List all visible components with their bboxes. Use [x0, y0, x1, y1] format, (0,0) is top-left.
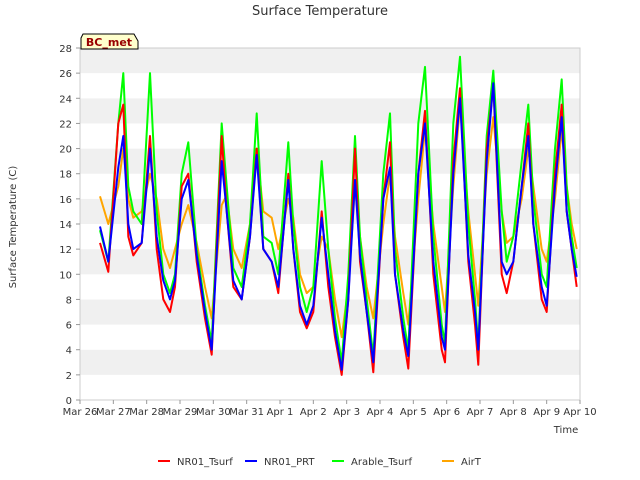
grid-band: [80, 374, 580, 400]
legend-label: Arable_Tsurf: [351, 457, 412, 468]
y-tick-label: 6: [66, 321, 72, 332]
grid-band: [80, 324, 580, 350]
x-tick-label: Mar 26: [63, 407, 98, 418]
x-tick-label: Apr 1: [267, 407, 294, 418]
series-lines: [99, 55, 578, 376]
legend-label: NR01_PRT: [264, 457, 315, 468]
y-tick-label: 24: [59, 94, 72, 105]
x-tick-label: Mar 30: [196, 407, 231, 418]
x-tick-label: Apr 10: [563, 407, 596, 418]
x-tick-label: Apr 8: [500, 407, 527, 418]
site-label: BC_met: [86, 36, 132, 49]
y-tick-label: 26: [59, 69, 72, 80]
y-tick-label: 28: [59, 44, 72, 55]
grid-band: [80, 349, 580, 375]
x-tick-label: Apr 3: [333, 407, 360, 418]
x-tick-label: Apr 2: [300, 407, 327, 418]
y-tick-label: 2: [66, 371, 72, 382]
x-tick-label: Apr 9: [533, 407, 560, 418]
x-tick-label: Mar 28: [129, 407, 164, 418]
grid-band: [80, 73, 580, 99]
y-tick-label: 18: [59, 170, 72, 181]
y-tick-label: 16: [59, 195, 72, 206]
series-line-nr01-prt: [99, 82, 578, 371]
y-tick-label: 4: [66, 346, 72, 357]
x-axis-label: Time: [553, 425, 578, 436]
x-tick-label: Mar 29: [163, 407, 198, 418]
y-tick-label: 10: [59, 270, 72, 281]
grid-band: [80, 123, 580, 149]
x-tick-label: Mar 27: [96, 407, 131, 418]
y-tick-label: 8: [66, 295, 72, 306]
x-tick-label: Apr 7: [467, 407, 494, 418]
chart-title: Surface Temperature: [252, 4, 388, 19]
site-label-badge: [80, 33, 139, 50]
y-tick-label: 14: [59, 220, 72, 231]
y-tick-label: 12: [59, 245, 72, 256]
y-tick-label: 20: [59, 145, 72, 156]
legend-label: AirT: [461, 457, 482, 468]
legend: NR01_Tsurf NR01_PRT Arable_Tsurf AirT: [158, 457, 482, 468]
x-tick-label: Apr 5: [400, 407, 427, 418]
grid-band: [80, 48, 580, 74]
x-tick-label: Apr 4: [367, 407, 394, 418]
grid-band: [80, 198, 580, 224]
y-tick-label: 22: [59, 119, 72, 130]
grid-band: [80, 98, 580, 124]
site-label-box: BC_met: [80, 33, 139, 50]
y-tick-label: 0: [66, 396, 72, 407]
legend-label: NR01_Tsurf: [177, 457, 233, 468]
x-tick-label: Mar 31: [229, 407, 264, 418]
y-axis-label: Surface Temperature (C): [8, 166, 19, 289]
x-tick-label: Apr 6: [433, 407, 460, 418]
